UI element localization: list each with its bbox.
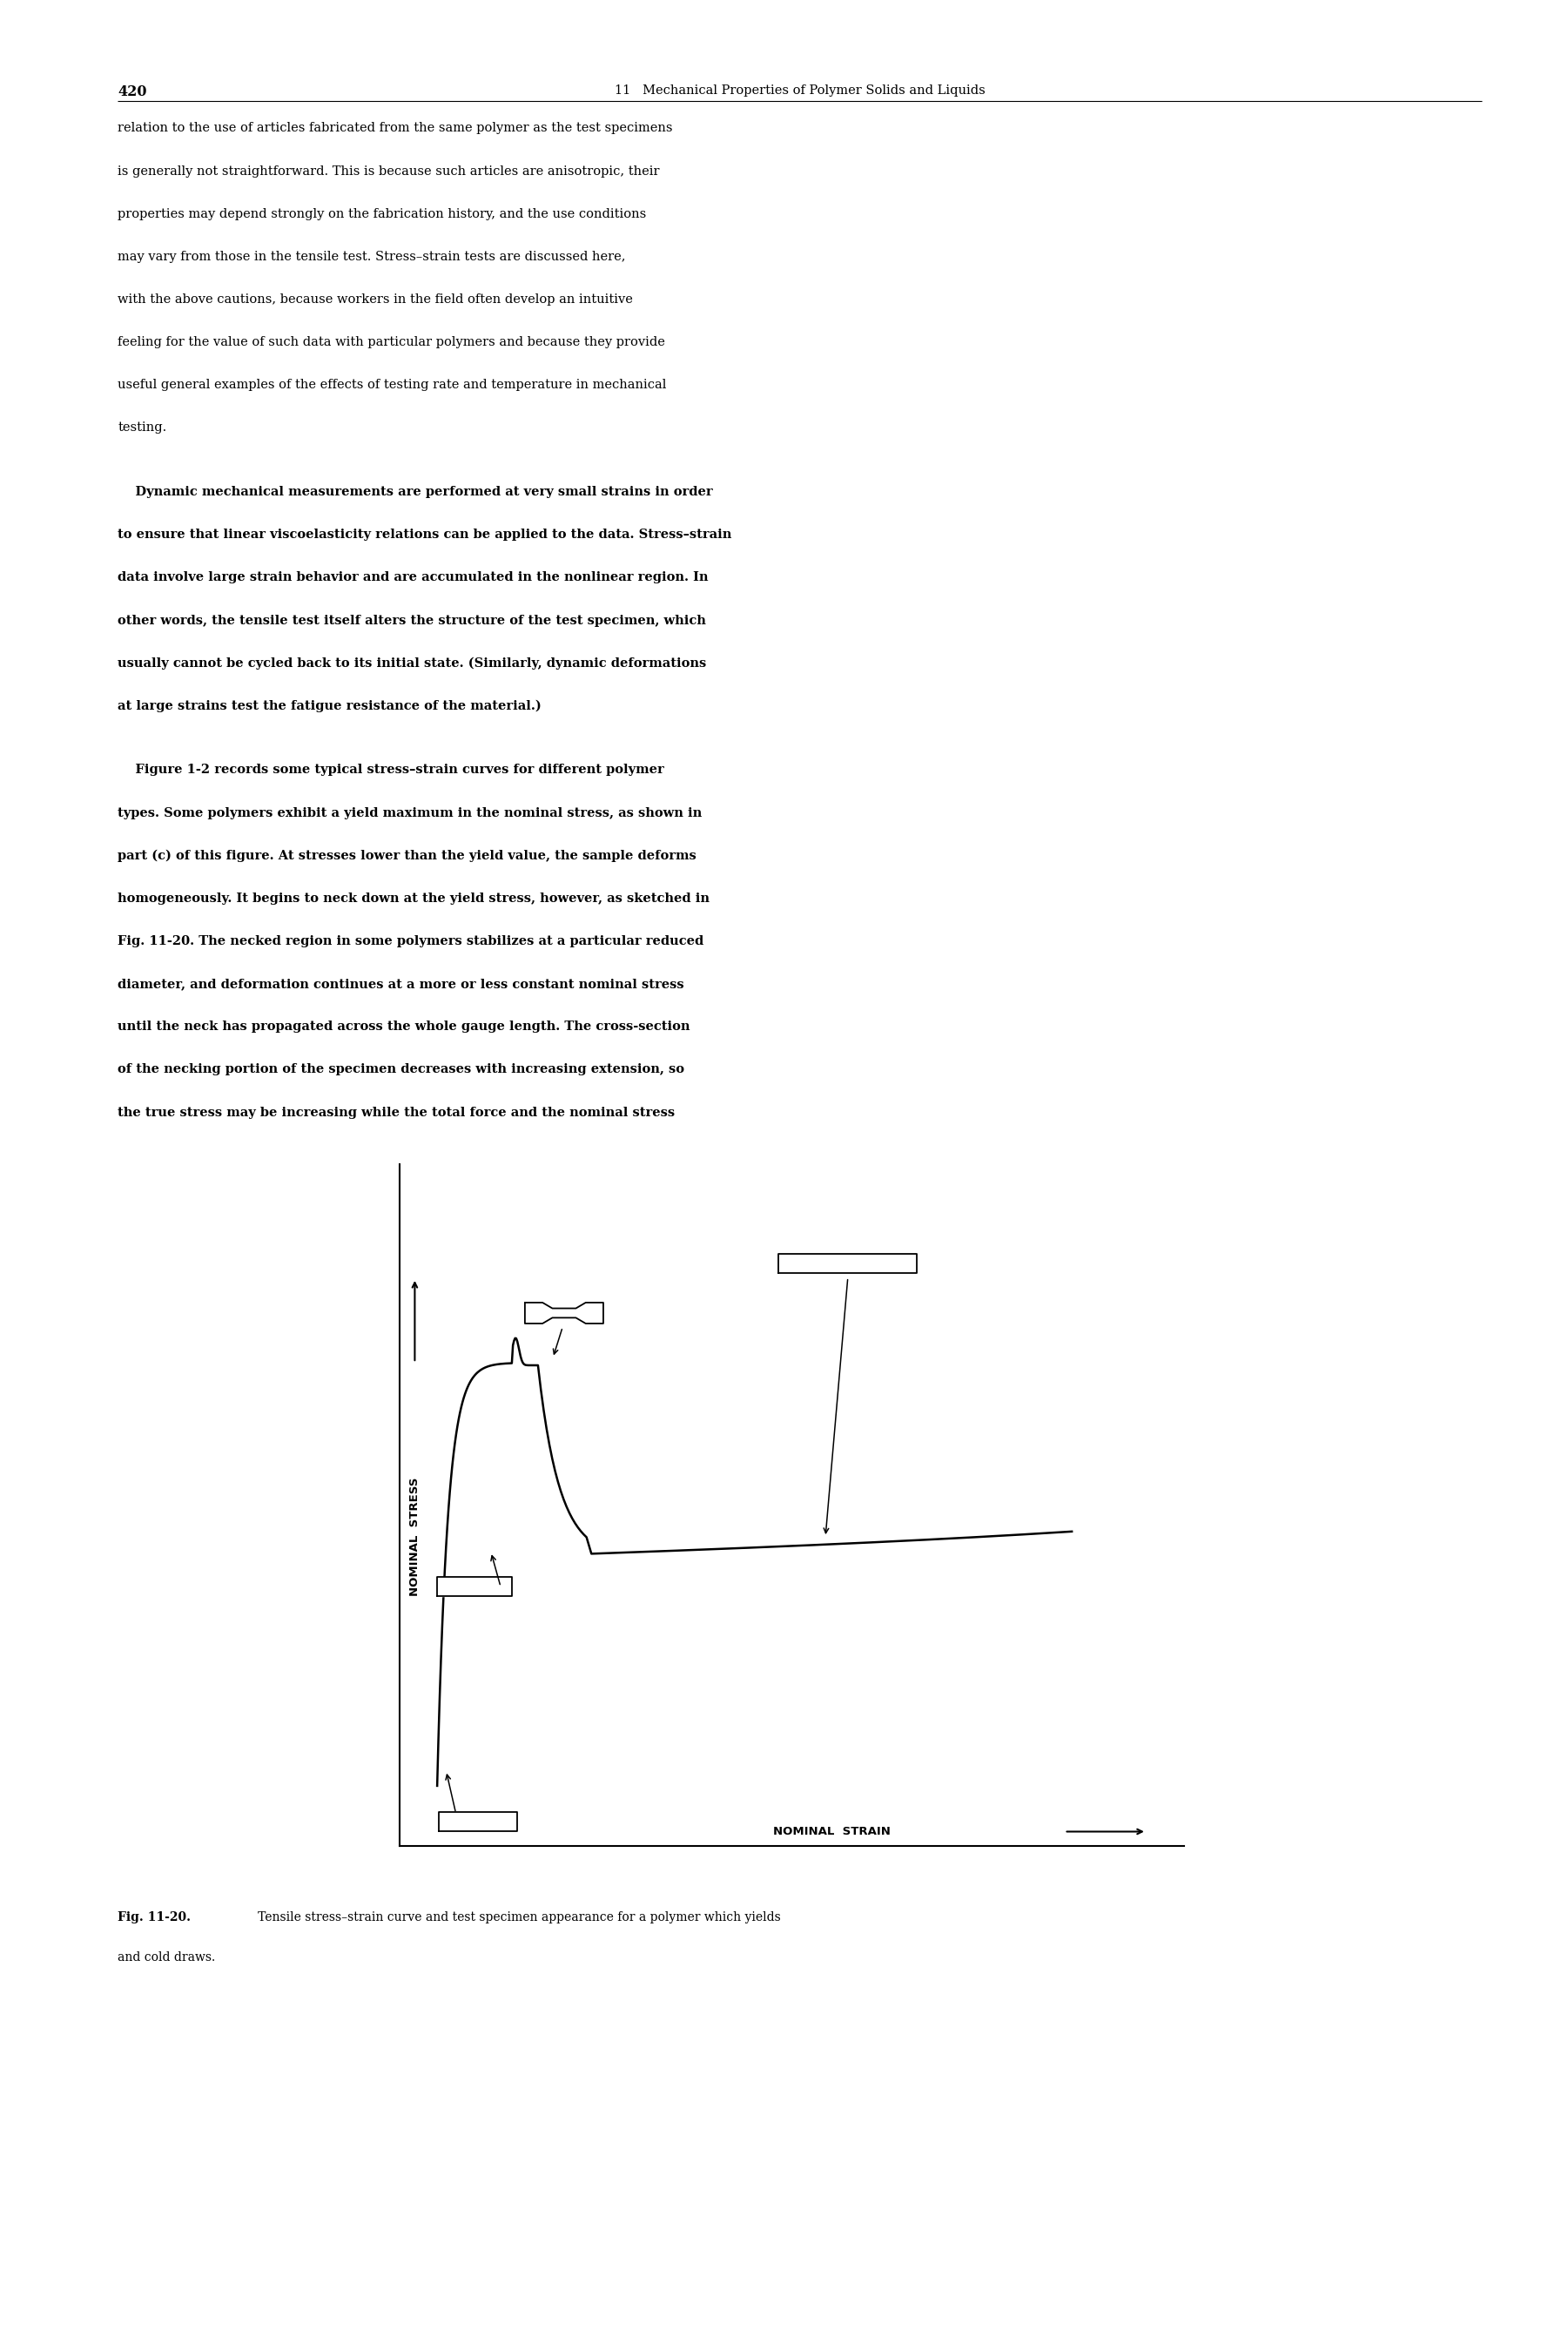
Text: properties may depend strongly on the fabrication history, and the use condition: properties may depend strongly on the fa… xyxy=(118,207,646,221)
Text: useful general examples of the effects of testing rate and temperature in mechan: useful general examples of the effects o… xyxy=(118,379,666,390)
Text: relation to the use of articles fabricated from the same polymer as the test spe: relation to the use of articles fabricat… xyxy=(118,122,673,134)
Text: NOMINAL  STRESS: NOMINAL STRESS xyxy=(409,1479,420,1596)
Text: is generally not straightforward. This is because such articles are anisotropic,: is generally not straightforward. This i… xyxy=(118,165,660,176)
Text: usually cannot be cycled back to its initial state. (Similarly, dynamic deformat: usually cannot be cycled back to its ini… xyxy=(118,656,706,670)
Text: diameter, and deformation continues at a more or less constant nominal stress: diameter, and deformation continues at a… xyxy=(118,978,684,990)
Text: Fig. 11-20. The necked region in some polymers stabilizes at a particular reduce: Fig. 11-20. The necked region in some po… xyxy=(118,936,704,947)
Text: at large strains test the fatigue resistance of the material.): at large strains test the fatigue resist… xyxy=(118,701,541,712)
Polygon shape xyxy=(437,1578,511,1596)
Text: Dynamic mechanical measurements are performed at very small strains in order: Dynamic mechanical measurements are perf… xyxy=(118,487,713,498)
Text: Tensile stress–strain curve and test specimen appearance for a polymer which yie: Tensile stress–strain curve and test spe… xyxy=(246,1911,781,1923)
Text: feeling for the value of such data with particular polymers and because they pro: feeling for the value of such data with … xyxy=(118,336,665,348)
Polygon shape xyxy=(439,1813,517,1831)
Text: homogeneously. It begins to neck down at the yield stress, however, as sketched : homogeneously. It begins to neck down at… xyxy=(118,893,710,905)
Text: part (c) of this figure. At stresses lower than the yield value, the sample defo: part (c) of this figure. At stresses low… xyxy=(118,849,696,863)
Text: to ensure that linear viscoelasticity relations can be applied to the data. Stre: to ensure that linear viscoelasticity re… xyxy=(118,529,732,541)
Text: 420: 420 xyxy=(118,85,147,99)
Text: and cold draws.: and cold draws. xyxy=(118,1951,215,1963)
Polygon shape xyxy=(525,1302,604,1324)
Text: testing.: testing. xyxy=(118,421,166,435)
Text: may vary from those in the tensile test. Stress–strain tests are discussed here,: may vary from those in the tensile test.… xyxy=(118,252,626,263)
Text: data involve large strain behavior and are accumulated in the nonlinear region. : data involve large strain behavior and a… xyxy=(118,571,709,583)
Text: until the neck has propagated across the whole gauge length. The cross-section: until the neck has propagated across the… xyxy=(118,1020,690,1032)
Text: the true stress may be increasing while the total force and the nominal stress: the true stress may be increasing while … xyxy=(118,1107,674,1119)
Text: with the above cautions, because workers in the field often develop an intuitive: with the above cautions, because workers… xyxy=(118,294,633,306)
Text: Fig. 11-20.: Fig. 11-20. xyxy=(118,1911,191,1923)
Text: Figure 1-2 records some typical stress–strain curves for different polymer: Figure 1-2 records some typical stress–s… xyxy=(118,764,665,776)
Text: types. Some polymers exhibit a yield maximum in the nominal stress, as shown in: types. Some polymers exhibit a yield max… xyxy=(118,806,702,818)
Polygon shape xyxy=(779,1253,917,1272)
Text: NOMINAL  STRAIN: NOMINAL STRAIN xyxy=(773,1827,891,1836)
Text: 11   Mechanical Properties of Polymer Solids and Liquids: 11 Mechanical Properties of Polymer Soli… xyxy=(615,85,985,96)
Text: other words, the tensile test itself alters the structure of the test specimen, : other words, the tensile test itself alt… xyxy=(118,614,706,625)
Text: of the necking portion of the specimen decreases with increasing extension, so: of the necking portion of the specimen d… xyxy=(118,1063,684,1077)
